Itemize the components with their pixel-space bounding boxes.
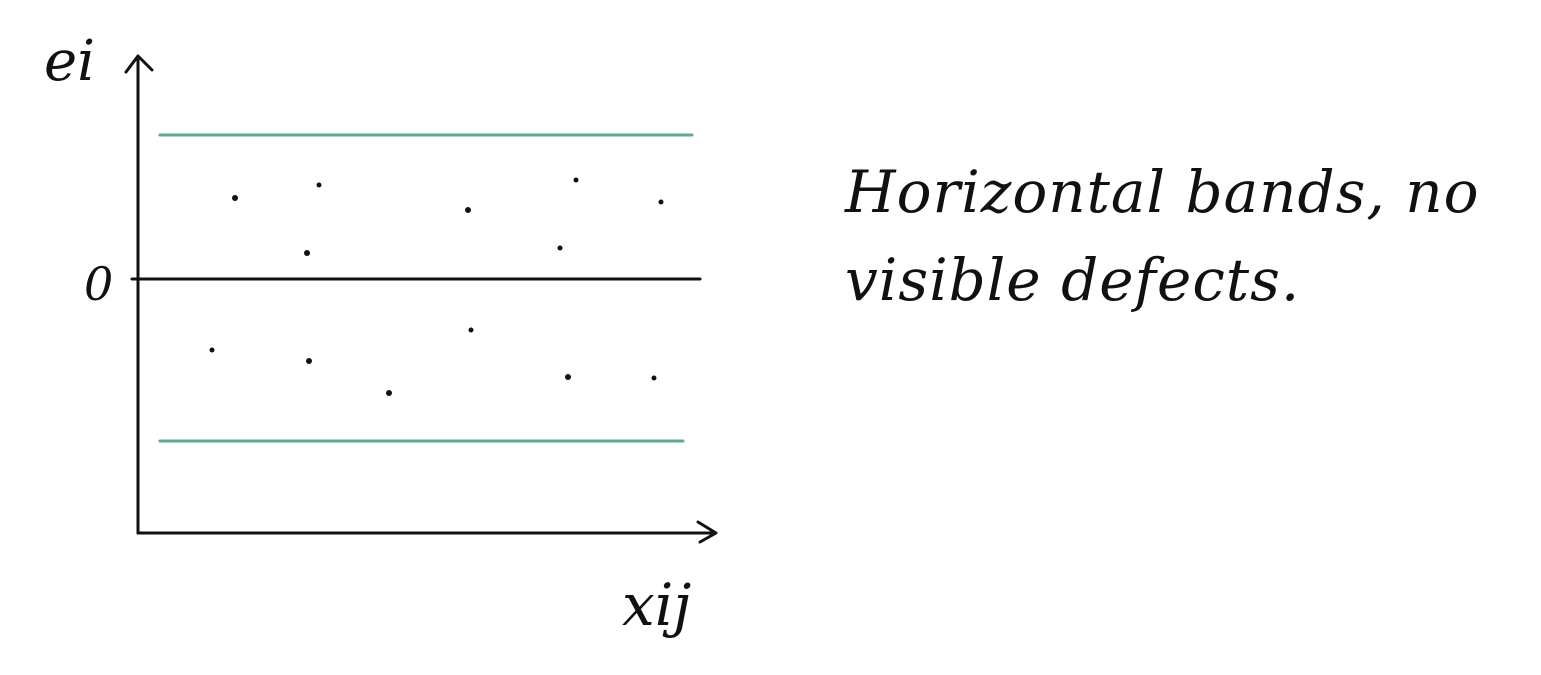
annotation-line-1: Horizontal bands, no <box>845 158 1480 226</box>
x-axis-label: xij <box>622 571 691 639</box>
zero-label: 0 <box>84 257 113 311</box>
residual-point <box>651 375 657 381</box>
residual-point <box>658 199 664 205</box>
residual-point <box>565 374 571 380</box>
residual-point <box>316 182 322 188</box>
residual-point <box>386 390 392 396</box>
y-axis-arrowhead <box>124 54 154 74</box>
residual-point <box>209 347 215 353</box>
residual-point <box>573 177 579 183</box>
residual-point <box>306 358 312 364</box>
annotation-note: Horizontal bands, no visible defects. <box>845 148 1535 324</box>
residual-point <box>465 207 471 213</box>
residual-point <box>304 250 310 256</box>
annotation-line-2: visible defects. <box>845 246 1301 314</box>
x-axis-arrowhead <box>696 520 718 544</box>
residual-points <box>209 177 664 396</box>
residual-point <box>232 195 238 201</box>
residual-point <box>557 245 563 251</box>
residual-point <box>468 327 474 333</box>
y-axis-label: ei <box>44 29 95 94</box>
